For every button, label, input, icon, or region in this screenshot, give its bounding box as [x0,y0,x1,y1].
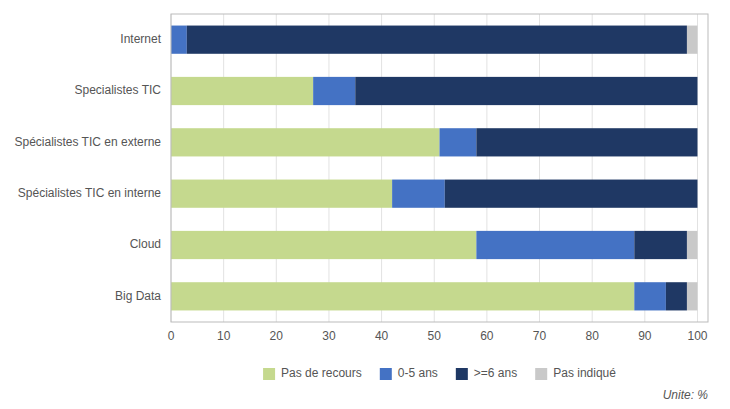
x-tick-label: 20 [270,329,284,343]
legend: Pas de recours 0-5 ans >=6 ans Pas indiqué [263,366,616,380]
bar-segment [171,77,313,105]
legend-swatch [263,368,275,380]
category-label: Cloud [130,237,161,251]
legend-swatch [380,368,392,380]
bars [171,26,697,311]
bar-segment [171,231,476,259]
bar-segment [687,26,698,54]
grid-line [644,14,645,322]
bar-segment [697,77,698,105]
bar-segment [171,282,634,310]
bar-segment [171,180,392,208]
grid-line [381,14,382,322]
annotation: Unite: % [663,388,709,402]
x-tick-label: 60 [480,329,494,343]
y-axis: Internet Specialistes TIC Spécialistes TIC… [14,32,161,303]
grid [171,14,697,322]
legend-swatch [456,368,468,380]
bar-segment [355,77,697,105]
legend-label: >=6 ans [474,366,517,380]
grid-line [276,14,277,322]
grid-line [486,14,487,322]
bar-segment [440,128,477,156]
bar-segment [697,128,698,156]
category-label: Spécialistes TIC en externe [14,135,161,149]
bar-segment [697,180,698,208]
legend-swatch [535,368,547,380]
bar-segment [476,128,697,156]
bar-segment [634,282,666,310]
x-tick-label: 70 [533,329,547,343]
legend-item: Pas de recours [263,366,362,380]
bar-segment [687,282,698,310]
x-axis: 0 10 20 30 40 50 60 70 80 90 100 [168,329,708,343]
legend-item: 0-5 ans [380,366,438,380]
x-tick-label: 90 [638,329,652,343]
legend-label: Pas indiqué [553,366,616,380]
x-tick-label: 0 [168,329,175,343]
category-label: Internet [120,32,161,46]
x-tick-label: 30 [322,329,336,343]
legend-label: 0-5 ans [398,366,438,380]
category-label: Big Data [115,289,161,303]
x-tick-label: 40 [375,329,389,343]
plot-frame [171,14,708,322]
bar-segment [187,26,687,54]
bar-segment [445,180,698,208]
legend-label: Pas de recours [281,366,362,380]
x-tick-label: 50 [428,329,442,343]
bar-segment [687,231,698,259]
grid-line [697,14,698,322]
grid-line [539,14,540,322]
grid-line [592,14,593,322]
legend-item: >=6 ans [456,366,517,380]
grid-line [328,14,329,322]
chart: 0 10 20 30 40 50 60 70 80 90 100 Internet Specialist… [0,0,730,409]
category-label: Specialistes TIC [75,83,162,97]
grid-line [434,14,435,322]
bar-segment [171,128,440,156]
series [171,26,666,311]
series [187,26,698,311]
legend-item: Pas indiqué [535,366,616,380]
bar-segment [634,231,687,259]
series [687,26,698,311]
bar-segment [171,26,187,54]
chart-container: 0 10 20 30 40 50 60 70 80 90 100 Internet Specialist… [0,0,730,409]
bar-segment [313,77,355,105]
category-label: Spécialistes TIC en interne [18,186,162,200]
grid-line [223,14,224,322]
bar-segment [666,282,687,310]
x-tick-label: 10 [217,329,231,343]
x-tick-label: 80 [585,329,599,343]
bar-segment [476,231,634,259]
bar-segment [392,180,445,208]
x-tick-label: 100 [687,329,707,343]
